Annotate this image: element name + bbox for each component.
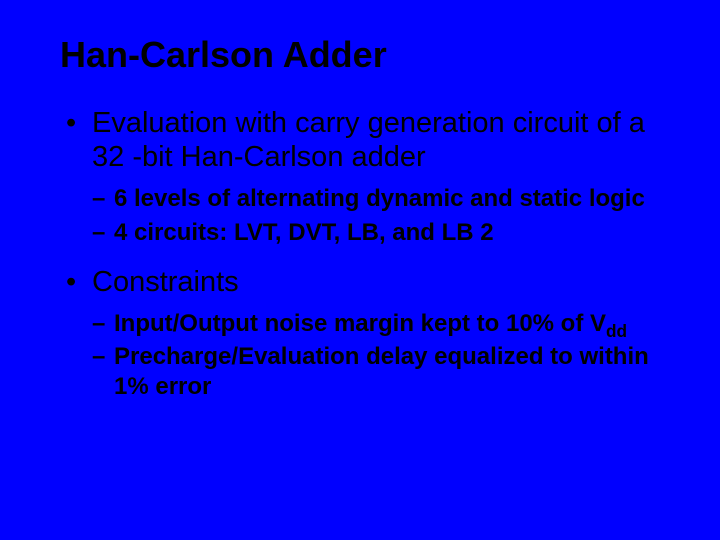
bullet-text: Precharge/Evaluation delay equalized to … [114, 342, 670, 401]
bullet-level2: – Precharge/Evaluation delay equalized t… [92, 342, 670, 401]
bullet-marker-dash: – [92, 218, 114, 247]
bullet-text-part: Input/Output noise margin kept to 10% of… [114, 310, 606, 337]
bullet-level2: – Input/Output noise margin kept to 10% … [92, 309, 670, 338]
bullet-text: Input/Output noise margin kept to 10% of… [114, 309, 670, 338]
subscript-text: dd [606, 321, 627, 341]
bullet-text: 6 levels of alternating dynamic and stat… [114, 184, 670, 213]
bullet-text: Constraints [92, 265, 670, 299]
slide-title: Han-Carlson Adder [60, 34, 670, 76]
bullet-marker-dash: – [92, 309, 114, 338]
bullet-level2: – 4 circuits: LVT, DVT, LB, and LB 2 [92, 218, 670, 247]
bullet-level1: • Constraints [64, 265, 670, 299]
bullet-marker-dash: – [92, 184, 114, 213]
bullet-text: 4 circuits: LVT, DVT, LB, and LB 2 [114, 218, 670, 247]
bullet-marker-dot: • [64, 265, 92, 299]
bullet-marker-dash: – [92, 342, 114, 401]
bullet-marker-dot: • [64, 106, 92, 174]
bullet-level1: • Evaluation with carry generation circu… [64, 106, 670, 174]
bullet-level2: – 6 levels of alternating dynamic and st… [92, 184, 670, 213]
bullet-text: Evaluation with carry generation circuit… [92, 106, 670, 174]
